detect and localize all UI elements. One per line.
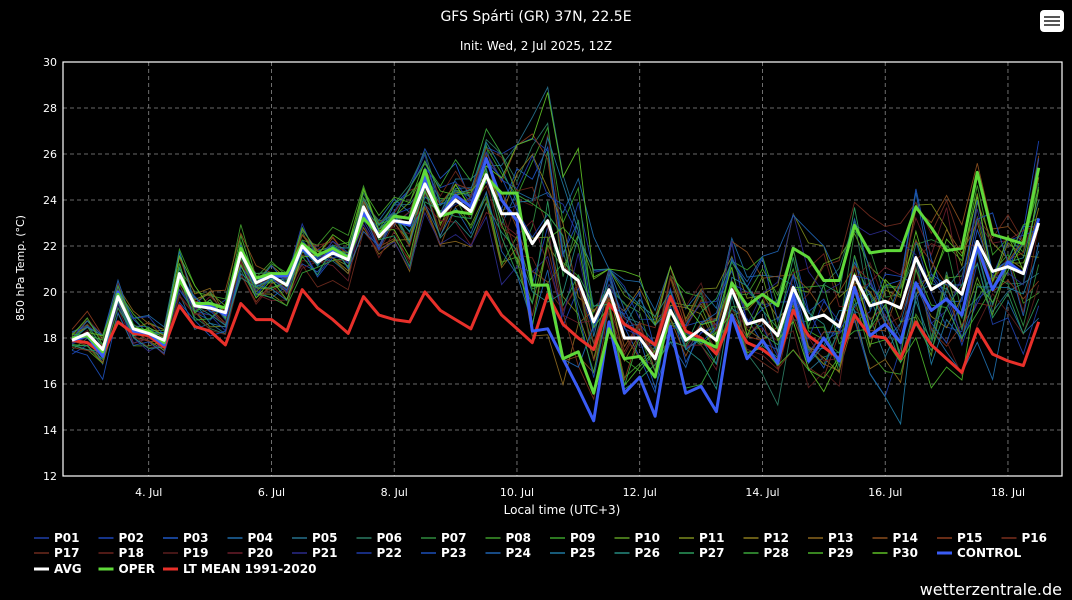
- legend-label-p21[interactable]: P21: [312, 546, 338, 560]
- legend-label-oper[interactable]: OPER: [119, 562, 155, 576]
- legend-label-p07[interactable]: P07: [441, 531, 467, 545]
- legend-label-p09[interactable]: P09: [570, 531, 596, 545]
- legend-label-p28[interactable]: P28: [764, 546, 790, 560]
- legend-label-lt-mean-1991-2020[interactable]: LT MEAN 1991-2020: [183, 562, 316, 576]
- plot-frame: [62, 61, 1063, 477]
- legend-label-p05[interactable]: P05: [312, 531, 338, 545]
- y-tick-label: 20: [43, 286, 57, 299]
- legend-label-p24[interactable]: P24: [506, 546, 532, 560]
- legend-label-p26[interactable]: P26: [635, 546, 661, 560]
- legend-label-avg[interactable]: AVG: [54, 562, 82, 576]
- legend-label-p04[interactable]: P04: [248, 531, 274, 545]
- x-tick-label: 10. Jul: [500, 486, 534, 499]
- menu-bar-icon: [1044, 24, 1060, 26]
- legend-label-p13[interactable]: P13: [828, 531, 854, 545]
- legend-label-p15[interactable]: P15: [957, 531, 983, 545]
- legend-label-p08[interactable]: P08: [506, 531, 532, 545]
- ensemble-members-layer: [71, 85, 1040, 426]
- site-credit[interactable]: wetterzentrale.de: [919, 580, 1062, 599]
- legend-label-p10[interactable]: P10: [635, 531, 661, 545]
- legend-label-p12[interactable]: P12: [764, 531, 790, 545]
- legend-label-p02[interactable]: P02: [119, 531, 145, 545]
- legend-label-p30[interactable]: P30: [893, 546, 919, 560]
- x-tick-label: 4. Jul: [135, 486, 162, 499]
- series-line-avg: [71, 173, 1041, 361]
- x-tick-label: 18. Jul: [991, 486, 1025, 499]
- legend-label-p25[interactable]: P25: [570, 546, 596, 560]
- y-tick-label: 24: [43, 194, 57, 207]
- legend-label-p06[interactable]: P06: [377, 531, 403, 545]
- legend-label-p27[interactable]: P27: [699, 546, 725, 560]
- legend-label-p19[interactable]: P19: [183, 546, 209, 560]
- y-tick-label: 30: [43, 56, 57, 69]
- x-tick-label: 8. Jul: [381, 486, 408, 499]
- legend-label-p22[interactable]: P22: [377, 546, 403, 560]
- legend-label-p01[interactable]: P01: [54, 531, 80, 545]
- legend-label-p18[interactable]: P18: [119, 546, 145, 560]
- x-tick-label: 16. Jul: [868, 486, 902, 499]
- series-line-lt-mean-1991-2020: [71, 288, 1041, 374]
- y-tick-label: 14: [43, 424, 57, 437]
- legend-label-p20[interactable]: P20: [248, 546, 274, 560]
- x-axis-label: Local time (UTC+3): [504, 503, 621, 517]
- y-tick-label: 18: [43, 332, 57, 345]
- y-tick-label: 28: [43, 102, 57, 115]
- chart-title: GFS Spárti (GR) 37N, 22.5E: [440, 9, 631, 25]
- x-tick-label: 14. Jul: [745, 486, 779, 499]
- member-line-p17: [71, 147, 1040, 374]
- menu-bar-icon: [1044, 20, 1060, 22]
- x-tick-label: 12. Jul: [623, 486, 657, 499]
- legend-label-p17[interactable]: P17: [54, 546, 80, 560]
- legend-label-p23[interactable]: P23: [441, 546, 467, 560]
- member-line-p18: [71, 178, 1040, 371]
- x-tick-label: 6. Jul: [258, 486, 285, 499]
- legend-label-p14[interactable]: P14: [893, 531, 919, 545]
- legend-label-control[interactable]: CONTROL: [957, 546, 1022, 560]
- chart-subtitle: Init: Wed, 2 Jul 2025, 12Z: [460, 39, 612, 53]
- menu-bar-icon: [1044, 16, 1060, 18]
- legend: P01 P02 P03 P04 P05 P06 P07 P08 P09 P10 P11 P12 P13 P…: [34, 531, 1047, 576]
- legend-label-p11[interactable]: P11: [699, 531, 725, 545]
- hamburger-menu-icon[interactable]: [1040, 10, 1064, 32]
- legend-label-p16[interactable]: P16: [1022, 531, 1048, 545]
- legend-label-p29[interactable]: P29: [828, 546, 854, 560]
- member-line-p26: [71, 188, 1040, 391]
- y-tick-label: 12: [43, 470, 57, 483]
- y-axis-label: 850 hPa Temp. (°C): [14, 215, 27, 321]
- member-line-p06: [71, 122, 1040, 407]
- axes-layer: 12 14 16 18 20 22 24 26 28 30 4. Jul 6. Jul 8. Jul 10…: [43, 56, 1063, 499]
- y-tick-label: 26: [43, 148, 57, 161]
- y-tick-label: 22: [43, 240, 57, 253]
- main-series-layer: [71, 157, 1041, 423]
- y-tick-label: 16: [43, 378, 57, 391]
- legend-label-p03[interactable]: P03: [183, 531, 209, 545]
